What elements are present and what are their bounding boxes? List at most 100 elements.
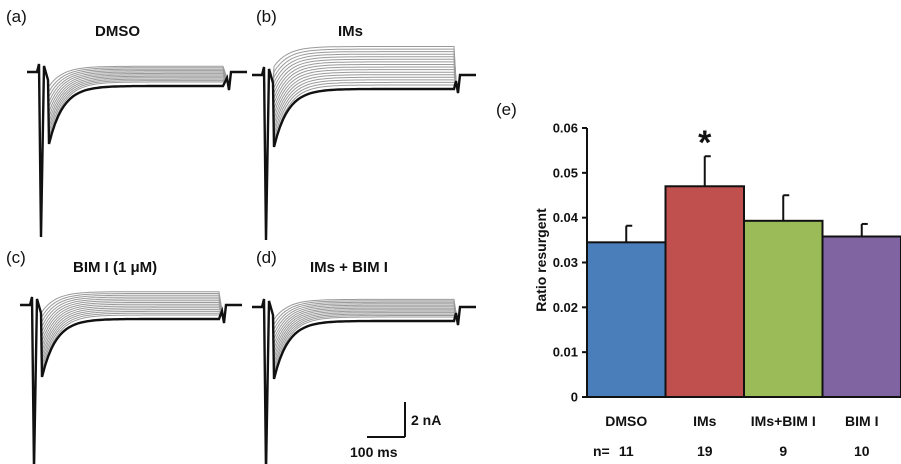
grey-trace (252, 51, 476, 241)
bar-chart: Ratio resurgent 0 0.01 0.02 0.03 0.04 0.05 0.0… (533, 121, 901, 429)
bar (821, 235, 901, 398)
black-trace (252, 298, 476, 464)
n-value: 11 (619, 443, 634, 459)
grey-trace (27, 63, 247, 238)
grey-trace (252, 53, 476, 241)
trace-panel-a (27, 63, 247, 238)
y-axis-label: Ratio resurgent (533, 208, 549, 312)
y-tick-label: 0.06 (553, 121, 578, 136)
grey-trace (252, 298, 476, 464)
grey-trace (252, 46, 476, 241)
grey-trace (252, 298, 476, 464)
grey-trace (252, 58, 476, 241)
grey-trace (252, 48, 476, 241)
grey-trace (27, 63, 247, 238)
grey-trace (20, 296, 242, 464)
grey-trace (252, 298, 476, 464)
grey-trace (252, 66, 476, 241)
significance-star: * (698, 124, 712, 162)
trace-panel-b (252, 46, 476, 241)
grey-trace (20, 296, 242, 464)
grey-trace (27, 63, 247, 238)
grey-trace (252, 298, 476, 464)
grey-trace (252, 61, 476, 241)
n-value: 19 (697, 443, 713, 459)
grey-trace (20, 296, 242, 464)
scale-bar-vertical-label: 2 nA (411, 412, 441, 428)
grey-trace (252, 298, 476, 464)
n-value: 9 (779, 443, 787, 459)
grey-trace (27, 63, 247, 238)
panel-a-letter: (a) (6, 7, 27, 26)
x-axis-labels: DMSO IMs IMs+BIM I BIM I (605, 413, 878, 429)
n-label: n= (593, 443, 610, 459)
grey-trace (252, 298, 476, 464)
black-trace (27, 63, 247, 238)
n-value: 10 (854, 443, 870, 459)
panel-b-title: IMs (338, 23, 363, 40)
grey-trace (252, 66, 476, 241)
grey-trace (252, 298, 476, 464)
grey-trace (252, 298, 476, 464)
panel-c-title: BIM I (1 μM) (73, 259, 157, 276)
bar (586, 241, 667, 398)
x-category-label: DMSO (605, 413, 647, 429)
grey-trace (27, 63, 247, 238)
grey-trace (27, 63, 247, 238)
y-tick-label: 0.02 (553, 300, 578, 315)
scale-bar-horizontal-label: 100 ms (350, 444, 398, 460)
grey-trace (20, 294, 242, 464)
grey-trace (252, 298, 476, 464)
black-trace (20, 296, 242, 464)
black-trace (252, 66, 476, 241)
trace-panel-d (252, 298, 476, 464)
grey-trace (252, 298, 476, 464)
grey-trace (252, 66, 476, 241)
grey-trace (252, 66, 476, 241)
grey-trace (252, 298, 476, 464)
grey-trace (20, 296, 242, 464)
panel-c-letter: (c) (6, 248, 26, 267)
n-values: 11 19 9 10 (619, 443, 870, 459)
grey-trace (20, 291, 242, 464)
grey-trace (20, 296, 242, 464)
grey-trace (252, 66, 476, 241)
grey-trace (27, 63, 247, 238)
grey-trace (27, 63, 247, 238)
panel-a-title: DMSO (95, 23, 140, 40)
scale-bar: 2 nA 100 ms (350, 402, 441, 460)
grey-trace (252, 64, 476, 241)
grey-trace (27, 63, 247, 238)
x-category-label: IMs+BIM I (751, 413, 816, 429)
panel-b-letter: (b) (256, 7, 277, 26)
y-tick-label: 0.05 (553, 165, 578, 180)
y-tick-label: 0.03 (553, 255, 578, 270)
grey-trace (20, 296, 242, 464)
y-tick-label: 0 (571, 390, 578, 405)
bar (743, 219, 824, 398)
grey-trace (20, 296, 242, 464)
y-tick-label: 0.01 (553, 345, 578, 360)
grey-trace (20, 293, 242, 464)
bars: * (586, 124, 901, 398)
grey-trace (20, 296, 242, 464)
panel-d-title: IMs + BIM I (310, 259, 388, 276)
bar (664, 185, 745, 398)
y-tick-label: 0.04 (553, 210, 579, 225)
grey-trace (252, 298, 476, 464)
grey-trace (252, 56, 476, 241)
grey-trace (20, 296, 242, 464)
x-category-label: BIM I (845, 413, 878, 429)
grey-trace (20, 296, 242, 464)
grey-trace (20, 296, 242, 464)
grey-trace (27, 63, 247, 238)
grey-trace (252, 66, 476, 241)
panel-e-letter: (e) (496, 100, 517, 119)
grey-trace (27, 63, 247, 238)
grey-trace (252, 66, 476, 241)
trace-panel-c (20, 291, 242, 464)
grey-trace (252, 298, 476, 464)
grey-trace (252, 66, 476, 241)
panel-d-letter: (d) (256, 248, 277, 267)
